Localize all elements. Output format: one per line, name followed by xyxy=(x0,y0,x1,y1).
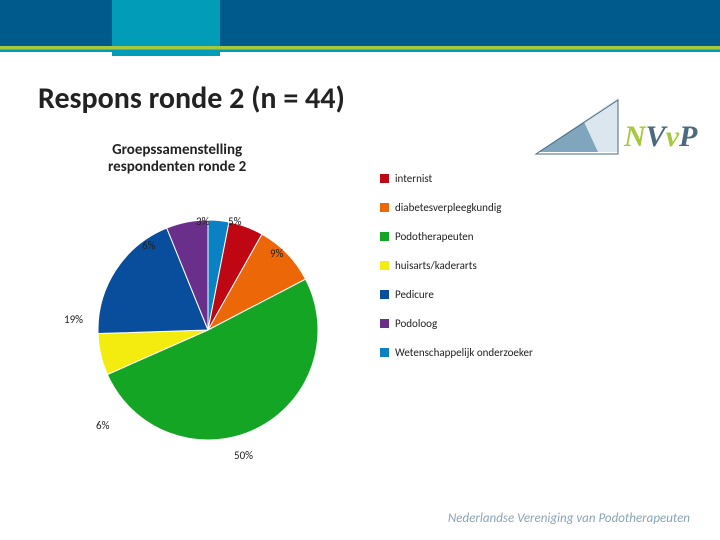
legend-label: Podoloog xyxy=(395,317,437,330)
legend-item: Pedicure xyxy=(380,288,690,301)
subtitle-line2: respondenten ronde 2 xyxy=(108,158,246,176)
legend-label: internist xyxy=(395,172,432,185)
legend-label: Wetenschappelijk onderzoeker xyxy=(395,346,533,359)
pie-label: 3% xyxy=(196,216,209,227)
legend-label: huisarts/kaderarts xyxy=(395,259,477,272)
legend-label: diabetesverpleegkundig xyxy=(395,201,501,214)
pie-chart: 5%9%50%6%19%6%3% xyxy=(78,200,338,460)
page-title: Respons ronde 2 (n = 44) xyxy=(38,80,345,117)
top-stripe xyxy=(0,46,720,52)
legend-item: internist xyxy=(380,172,690,185)
svg-text:NVvP: NVvP xyxy=(623,120,698,153)
legend-swatch xyxy=(380,203,389,212)
pie-label: 19% xyxy=(64,314,83,325)
legend: internist diabetesverpleegkundig Podothera… xyxy=(380,156,690,375)
subtitle-line1: Groepssamenstelling xyxy=(112,141,242,159)
pie-label: 6% xyxy=(142,240,155,251)
pie-label: 6% xyxy=(96,420,109,431)
legend-item: Podotherapeuten xyxy=(380,230,690,243)
legend-item: diabetesverpleegkundig xyxy=(380,201,690,214)
legend-label: Podotherapeuten xyxy=(395,230,474,243)
legend-item: Podoloog xyxy=(380,317,690,330)
pie-label: 50% xyxy=(234,450,253,461)
footer-org-text: Nederlandse Vereniging van Podotherapeut… xyxy=(448,511,690,526)
legend-swatch xyxy=(380,174,389,183)
legend-item: Wetenschappelijk onderzoeker xyxy=(380,346,690,359)
legend-swatch xyxy=(380,261,389,270)
legend-swatch xyxy=(380,290,389,299)
legend-swatch xyxy=(380,232,389,241)
legend-swatch xyxy=(380,319,389,328)
pie-label: 9% xyxy=(270,248,283,259)
chart-subtitle: Groepssamenstelling respondenten ronde 2 xyxy=(108,142,246,177)
legend-label: Pedicure xyxy=(395,288,434,301)
legend-item: huisarts/kaderarts xyxy=(380,259,690,272)
legend-swatch xyxy=(380,348,389,357)
top-bar xyxy=(0,0,720,46)
pie-label: 5% xyxy=(228,216,241,227)
